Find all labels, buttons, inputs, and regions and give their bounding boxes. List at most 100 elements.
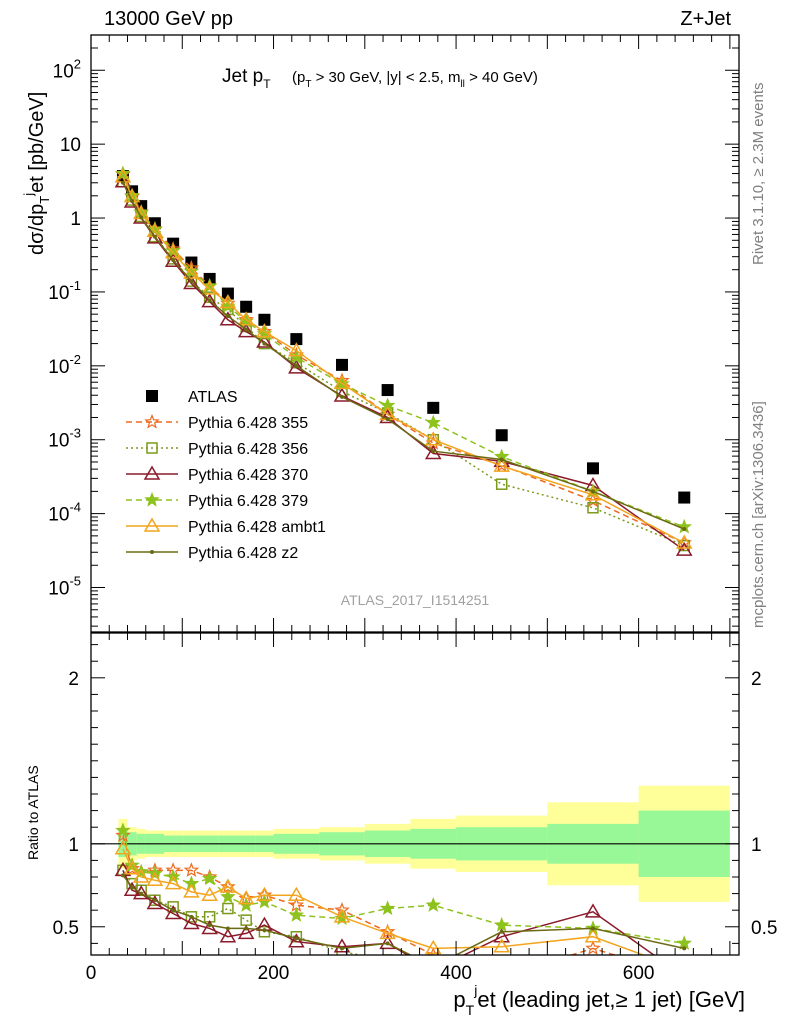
ratio-point-p356 <box>185 911 198 923</box>
ratio-point-p370 <box>333 938 351 953</box>
ratio-point-ambt1 <box>584 928 602 943</box>
data-point-ambt1 <box>219 293 237 309</box>
data-point-z2 <box>139 215 144 220</box>
ratio-point-p356 <box>381 954 394 955</box>
data-point-ambt1 <box>201 280 218 295</box>
data-point-z2 <box>130 199 135 204</box>
top-y-tick-label: 10-5 <box>48 574 81 600</box>
series-z2 <box>120 180 687 531</box>
data-point-z2 <box>171 258 176 263</box>
legend-label-p370: Pythia 6.428 370 <box>188 467 308 484</box>
x-tick-label: 400 <box>440 963 472 984</box>
legend-marker-atlas <box>146 390 158 402</box>
series-ambt1 <box>114 168 693 549</box>
data-point-p370 <box>237 323 255 338</box>
ratio-point-p370 <box>426 963 440 975</box>
ratio-point-p370 <box>288 933 305 948</box>
ratio-point-z2 <box>207 923 212 928</box>
ratio-point-ambt1 <box>201 886 218 901</box>
legend-marker-p356 <box>146 442 158 454</box>
data-point-z2 <box>499 457 504 462</box>
x-axis-label: pTjet (leading jet,≥ 1 jet) [GeV] <box>453 982 745 1018</box>
data-point-p379 <box>183 263 200 278</box>
data-point-atlas <box>586 462 599 475</box>
ratio-point-p356 <box>428 958 438 968</box>
ratio-point-ambt1 <box>424 939 442 955</box>
ratio-point-ambt1 <box>288 886 305 901</box>
ratio-point-p370 <box>219 928 237 943</box>
legend-entry-z2: Pythia 6.428 z2 <box>126 545 298 562</box>
data-point-p370 <box>114 173 132 188</box>
top-y-tick-label: 10-3 <box>48 426 81 452</box>
data-point-ambt1 <box>675 534 693 549</box>
ratio-point-ambt1 <box>333 908 351 923</box>
ratio-point-z2 <box>189 914 194 919</box>
legend-label-z2: Pythia 6.428 z2 <box>188 545 298 562</box>
top-y-tick-label: 10-1 <box>48 278 81 304</box>
top-y-axis-label: dσ/dpTjet [pb/GeV] <box>21 92 52 255</box>
data-point-atlas <box>427 401 440 414</box>
ratio-point-p370 <box>493 928 511 943</box>
legend-entry-ambt1: Pythia 6.428 ambt1 <box>126 517 326 536</box>
ratio-y-tick-label: 2 <box>68 669 79 690</box>
data-point-ambt1 <box>256 323 273 338</box>
data-point-ambt1 <box>493 457 511 472</box>
ratio-point-p356 <box>679 972 689 982</box>
top-y-tick-label: 10 <box>60 135 81 156</box>
ratio-point-p370 <box>584 903 602 918</box>
ratio-point-z2 <box>682 946 687 951</box>
data-point-z2 <box>225 314 230 319</box>
series-line-p355 <box>122 174 685 544</box>
legend-entry-p379: Pythia 6.428 379 <box>126 491 308 510</box>
data-point-z2 <box>244 327 249 332</box>
ratio-point-z2 <box>152 898 157 903</box>
ratio-plot-area <box>91 785 739 982</box>
ratio-point-z2 <box>590 926 595 931</box>
ratio-point-ambt1 <box>132 868 150 883</box>
data-point-atlas <box>678 491 691 504</box>
ratio-y-tick-label-right: 2 <box>751 669 762 690</box>
ratio-y-tick-label: 0.5 <box>53 918 79 939</box>
series-p355 <box>115 166 692 550</box>
ratio-point-p379 <box>238 897 254 912</box>
top-y-tick-label: 10-2 <box>48 352 81 378</box>
ratio-point-p379 <box>288 907 305 922</box>
ratio-point-z2 <box>225 926 230 931</box>
ratio-point-ambt1 <box>493 938 511 953</box>
ratio-ticks: 0.5 0.5 1 1 2 2 0 200 400 600 <box>53 633 777 984</box>
ratio-point-ambt1 <box>183 883 200 898</box>
mcplots-source-label: mcplots.cern.ch [arXiv:1306.3436] <box>750 401 767 628</box>
ratio-point-ambt1 <box>146 871 164 887</box>
ratio-point-p379 <box>493 916 510 932</box>
legend-entry-p356: Pythia 6.428 356 <box>126 441 308 458</box>
ratio-y-axis-label: Ratio to ATLAS <box>25 765 41 860</box>
top-y-tick-label: 102 <box>53 56 81 82</box>
ratio-point-z2 <box>130 884 135 889</box>
data-point-p370 <box>675 541 693 556</box>
legend-label-p379: Pythia 6.428 379 <box>188 493 308 510</box>
ratio-point-ambt1 <box>123 860 141 875</box>
header-right-label: Z+Jet <box>680 8 731 30</box>
ratio-point-ambt1 <box>164 875 182 890</box>
ratio-point-z2 <box>171 908 176 913</box>
ratio-point-z2 <box>244 926 249 931</box>
ratio-point-p355 <box>585 940 601 955</box>
data-point-z2 <box>262 341 267 346</box>
data-point-p370 <box>164 252 182 268</box>
rivet-label: Rivet 3.1.10, ≥ 2.3M events <box>750 83 767 266</box>
data-point-atlas <box>221 287 234 300</box>
ratio-point-p355 <box>678 970 690 982</box>
ratio-series-z2 <box>120 873 687 955</box>
ratio-point-p370 <box>237 924 255 940</box>
legend-marker-ambt1 <box>143 517 161 532</box>
data-point-ambt1 <box>164 244 182 259</box>
data-point-p370 <box>288 359 305 374</box>
data-point-p356 <box>587 502 599 514</box>
ratio-point-p379 <box>676 935 692 950</box>
ratio-series-group <box>114 822 692 982</box>
data-point-atlas <box>240 300 253 313</box>
ratio-point-ambt1 <box>379 924 396 940</box>
ratio-series-p370 <box>114 861 656 975</box>
ratio-point-z2 <box>262 928 267 933</box>
data-point-p370 <box>183 275 200 290</box>
